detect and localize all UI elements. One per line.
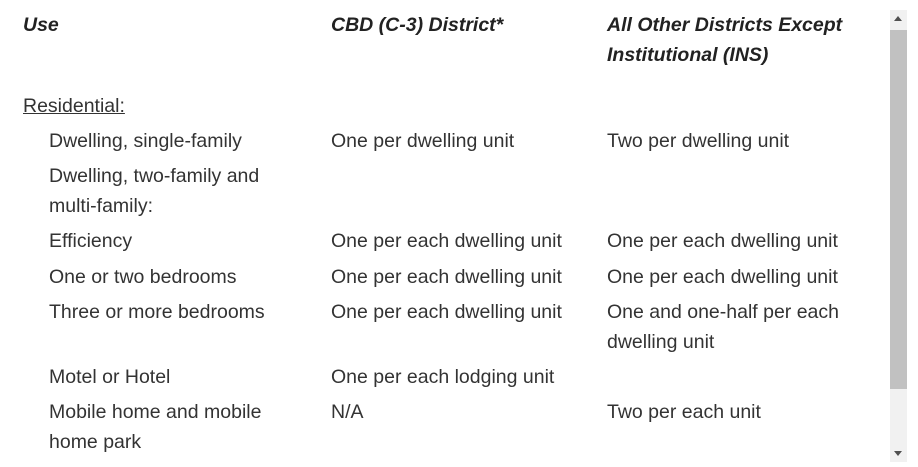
scrollbar-thumb[interactable]	[890, 30, 907, 389]
cbd-cell: One per each dwelling unit	[331, 301, 562, 323]
use-cell: Dwelling, single-family	[49, 130, 242, 152]
header-use: Use	[23, 14, 59, 36]
other-cell: Two per each unit	[607, 401, 761, 423]
cbd-cell: One per each dwelling unit	[331, 230, 562, 252]
other-cell: One per each dwelling unit	[607, 230, 838, 252]
cbd-cell: One per each dwelling unit	[331, 266, 562, 288]
other-cell: One per each dwelling unit	[607, 266, 838, 288]
cbd-cell: One per dwelling unit	[331, 130, 515, 152]
use-cell: Mobile home and mobile	[49, 401, 262, 423]
use-cell: Motel or Hotel	[49, 366, 171, 388]
parking-requirements-table: Use CBD (C-3) District* All Other Distri…	[23, 14, 843, 453]
header-other-districts-line2: Institutional (INS)	[607, 44, 769, 66]
scroll-down-arrow-icon[interactable]	[890, 444, 907, 462]
use-cell: Dwelling, two-family and	[49, 165, 260, 187]
cbd-cell: One per each lodging unit	[331, 366, 555, 388]
use-cell-line2: home park	[49, 431, 142, 453]
use-cell: One or two bedrooms	[49, 266, 237, 288]
use-cell: Three or more bedrooms	[49, 301, 265, 323]
use-cell: Efficiency	[49, 230, 133, 252]
cbd-cell: N/A	[331, 401, 364, 423]
scroll-up-arrow-icon[interactable]	[890, 10, 907, 28]
header-cbd-district: CBD (C-3) District*	[331, 14, 504, 36]
other-cell: Two per dwelling unit	[607, 130, 790, 152]
other-cell: One and one-half per each	[607, 301, 840, 323]
vertical-scrollbar[interactable]	[886, 0, 918, 467]
header-other-districts: All Other Districts Except	[607, 14, 843, 36]
section-residential: Residential:	[23, 95, 125, 117]
use-cell-line2: multi-family:	[49, 195, 154, 217]
other-cell-line2: dwelling unit	[607, 331, 715, 353]
